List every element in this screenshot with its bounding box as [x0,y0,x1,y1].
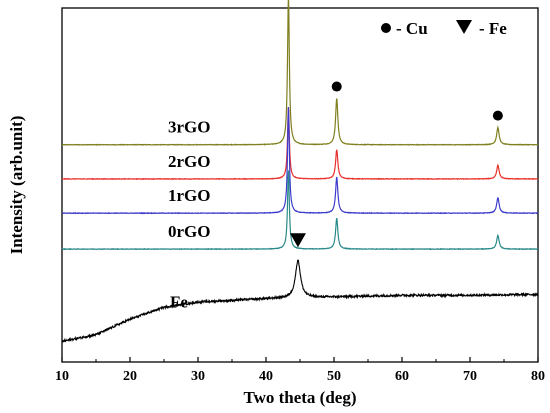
fe-peak-marker-3 [289,233,306,248]
x-tick-label: 20 [123,369,137,384]
cu-peak-marker-2 [492,110,503,121]
series-layer [61,0,539,344]
legend-cu-marker [381,23,391,33]
series-line-0rgo [61,170,539,251]
legend-fe-label: - Fe [479,19,507,38]
legend: - Cu - Fe [381,19,507,38]
x-tick-label: 50 [327,369,341,384]
x-tick-label: 30 [191,369,205,384]
legend-cu-label: - Cu [396,19,428,38]
series-label-fe: Fe [170,292,188,311]
plot-frame [61,7,539,363]
x-axis-label: Two theta (deg) [244,388,357,407]
peak-marker-layer [289,81,503,248]
x-tick-label: 80 [531,369,545,384]
series-label-1rgo: 1rGO [168,186,211,205]
series-label-3rgo: 3rGO [168,118,211,137]
series-line-1rgo [61,107,539,215]
series-label-layer: 3rGO 2rGO 1rGO 0rGO Fe [168,118,211,312]
cu-peak-marker-1 [331,81,342,92]
series-line-3rgo [61,0,538,146]
series-line-fe [61,259,539,344]
x-tick-label: 60 [395,369,409,384]
y-axis-label: Intensity (arb.unit) [7,116,26,255]
x-tick-layer: 10 20 30 40 50 60 70 80 [55,357,545,384]
series-label-2rgo: 2rGO [168,152,211,171]
series-label-0rgo: 0rGO [168,222,211,241]
x-tick-label: 70 [463,369,477,384]
series-line-2rgo [61,106,539,181]
legend-fe-marker [456,20,472,34]
x-tick-label: 40 [259,369,273,384]
x-tick-label: 10 [55,369,69,384]
